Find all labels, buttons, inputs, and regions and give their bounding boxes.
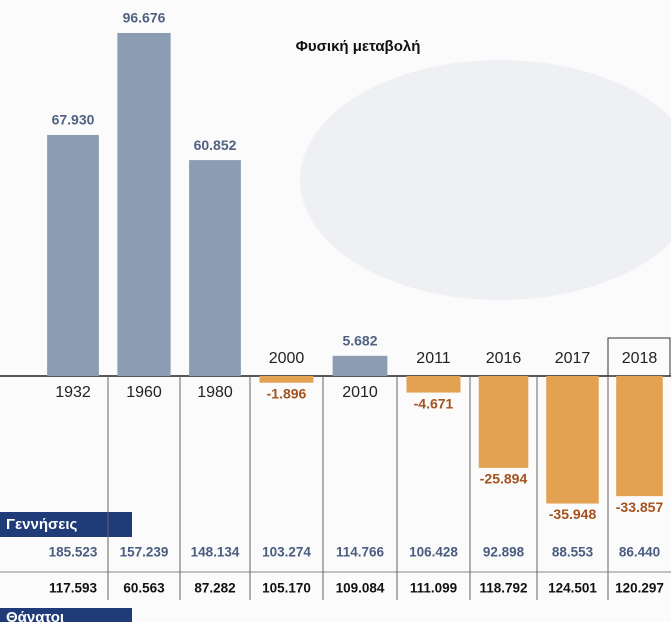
deaths-value: 120.297 xyxy=(615,581,664,596)
value-label: 67.930 xyxy=(52,112,95,128)
x-tick-label: 2017 xyxy=(555,350,591,367)
bar xyxy=(259,376,314,383)
value-label: 60.852 xyxy=(194,137,237,153)
deaths-value: 87.282 xyxy=(194,581,235,596)
value-label: -1.896 xyxy=(267,385,307,401)
deaths-value: 124.501 xyxy=(548,581,597,596)
births-value: 114.766 xyxy=(336,545,385,560)
value-label: -4.671 xyxy=(414,395,454,411)
x-tick-label: 2011 xyxy=(416,350,451,367)
bar xyxy=(117,33,171,376)
bar xyxy=(546,376,599,504)
value-label: -35.948 xyxy=(549,506,597,522)
x-tick-label: 2018 xyxy=(622,350,658,367)
births-value: 106.428 xyxy=(409,545,458,560)
births-value: 92.898 xyxy=(483,545,525,560)
value-label: -33.857 xyxy=(616,499,664,515)
deaths-value: 117.593 xyxy=(49,581,98,596)
bar xyxy=(478,376,529,468)
x-tick-label: 2000 xyxy=(269,350,305,367)
births-value: 185.523 xyxy=(49,545,98,560)
x-tick-label: 1960 xyxy=(126,384,162,401)
bar xyxy=(332,355,388,376)
deaths-value: 118.792 xyxy=(479,581,527,596)
bar xyxy=(406,376,461,393)
births-value: 86.440 xyxy=(619,545,660,560)
deaths-value: 109.084 xyxy=(336,581,385,596)
bar xyxy=(47,134,99,376)
value-label: -25.894 xyxy=(480,471,528,487)
x-tick-label: 2016 xyxy=(486,350,522,367)
births-value: 157.239 xyxy=(120,545,169,560)
births-value: 103.274 xyxy=(262,545,311,560)
deaths-value: 105.170 xyxy=(262,581,311,596)
x-tick-label: 1932 xyxy=(55,384,91,401)
deaths-label-box xyxy=(0,608,132,622)
photo-backdrop xyxy=(300,60,671,300)
bar xyxy=(189,160,241,376)
x-tick-label: 2010 xyxy=(342,384,378,401)
births-value: 88.553 xyxy=(552,545,594,560)
chart-title: Φυσική μεταβολή xyxy=(296,38,421,55)
births-label-box xyxy=(0,512,132,537)
bar xyxy=(616,376,663,497)
value-label: 5.682 xyxy=(342,333,377,349)
x-tick-label: 1980 xyxy=(197,384,233,401)
deaths-label: Θάνατοι xyxy=(6,609,64,622)
births-label: Γεννήσεις xyxy=(6,516,78,533)
births-value: 148.134 xyxy=(191,545,240,560)
value-label: 96.676 xyxy=(123,10,166,26)
deaths-value: 111.099 xyxy=(410,581,457,596)
deaths-value: 60.563 xyxy=(123,581,165,596)
